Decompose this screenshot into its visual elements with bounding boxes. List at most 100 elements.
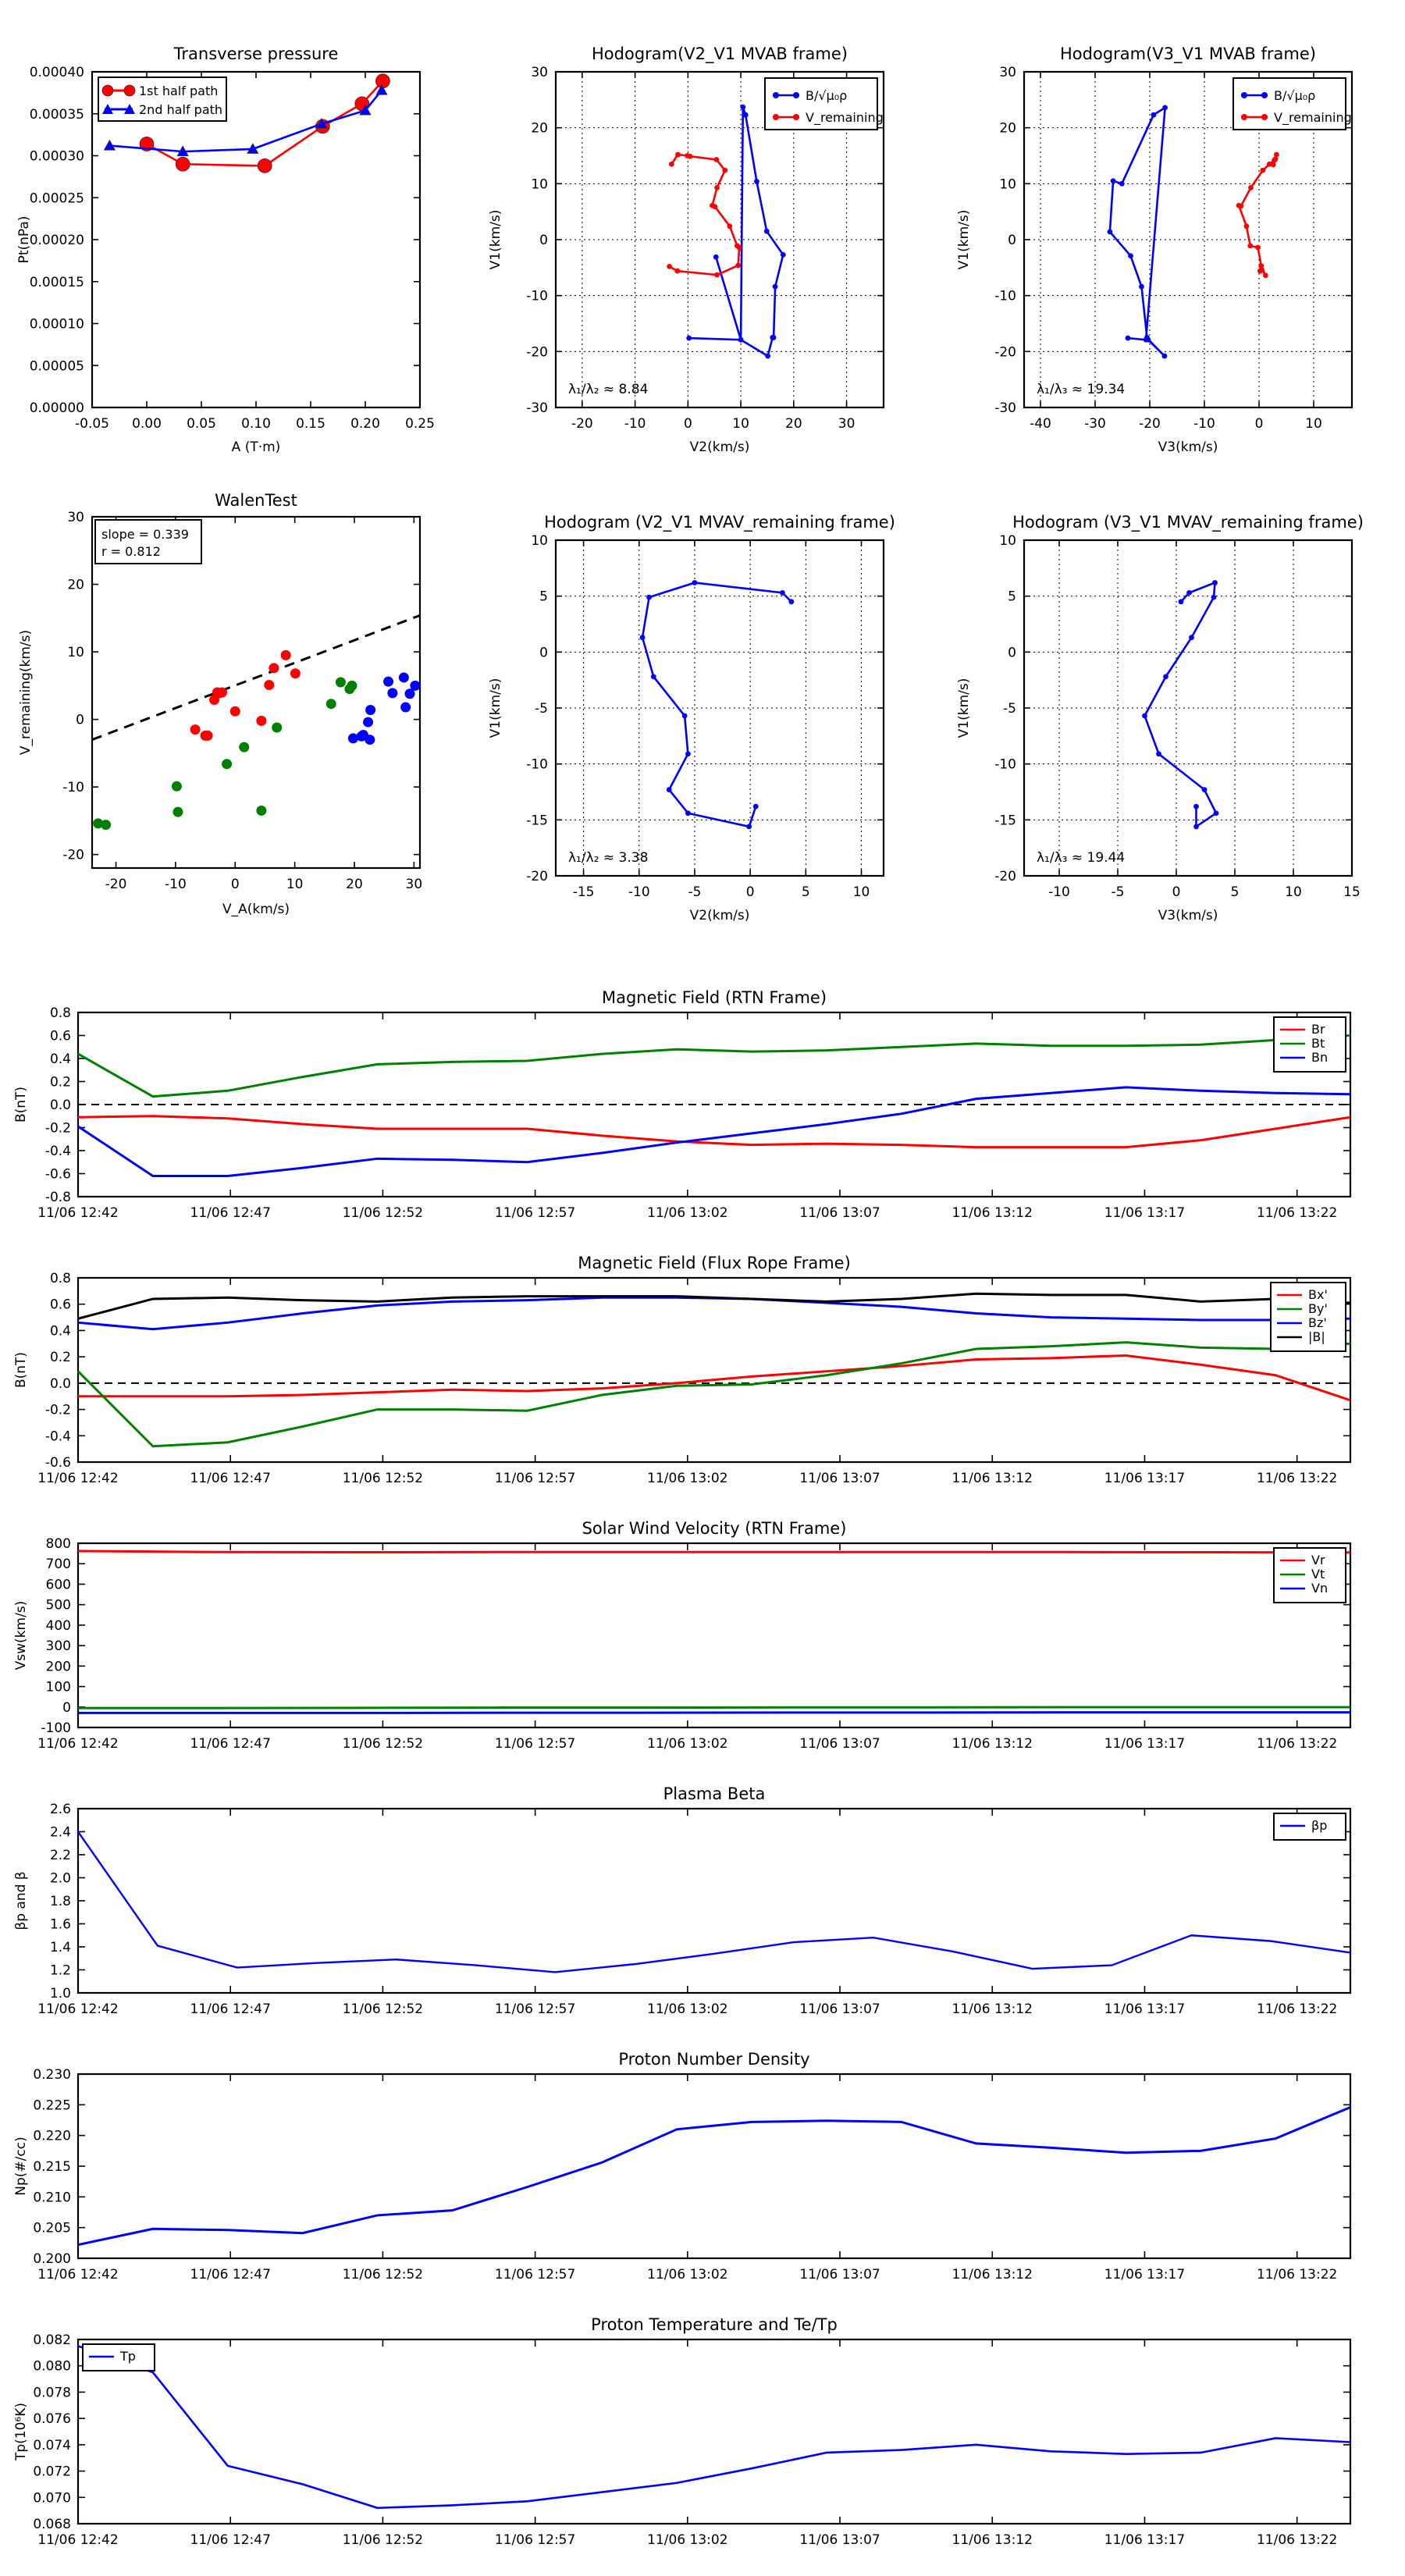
- y-tick-label: 20: [67, 578, 84, 593]
- y-axis-label: Np(#/cc): [13, 2137, 29, 2195]
- series-0-marker: [780, 589, 785, 596]
- eigenvalue-ratio-annotation: λ₁/λ₃ ≈ 19.44: [1037, 850, 1125, 866]
- panel-walen-test: WalenTest -20 -10 0 10 20 30 -20 -10 0 10 20 30 V_A(k…: [0, 468, 468, 952]
- series-0-marker: [1128, 253, 1133, 259]
- y-tick-label: 0: [539, 233, 548, 248]
- panel-title: Plasma Beta: [663, 1784, 766, 1803]
- legend-label-1: 1st half path: [139, 84, 218, 98]
- series-0-marker: [1189, 635, 1194, 641]
- x-tick-label: -5: [1112, 884, 1125, 900]
- y-tick-label: -0.4: [45, 1429, 71, 1444]
- x-tick-label: 10: [1305, 416, 1322, 432]
- x-axis-label: V2(km/s): [690, 908, 750, 923]
- time-tick-label: 11/06 13:17: [1104, 2267, 1185, 2282]
- scatter-point: [280, 649, 291, 660]
- y-tick-label: 2.2: [50, 1848, 71, 1863]
- x-tick-label: 15: [1343, 884, 1361, 900]
- time-tick-label: 11/06 13:17: [1104, 1471, 1185, 1486]
- time-tick-label: 11/06 13:07: [799, 1471, 880, 1486]
- series-1-marker: [1236, 202, 1242, 208]
- legend-marker-v: [1241, 114, 1247, 120]
- panel-title: Hodogram(V3_V1 MVAB frame): [1060, 44, 1316, 64]
- y-tick-label: -20: [526, 869, 548, 884]
- time-tick-label: 11/06 13:12: [952, 1736, 1033, 1752]
- y-tick-label: 0.00010: [30, 317, 84, 333]
- y-tick-label: 10: [67, 645, 84, 660]
- series-1-marker: [674, 268, 681, 274]
- y-axis-label: V1(km/s): [488, 210, 503, 270]
- scatter-point: [264, 679, 275, 690]
- series-1-marker: [714, 184, 720, 190]
- series-1-marker: [375, 84, 388, 95]
- x-axis-label: V3(km/s): [1158, 439, 1218, 455]
- y-tick-label: 0.00040: [30, 65, 84, 80]
- x-tick-label: -10: [624, 416, 646, 432]
- series-1-marker: [1248, 184, 1254, 190]
- y-tick-label: 30: [531, 65, 548, 80]
- y-tick-label: 2.0: [50, 1871, 71, 1887]
- scatter-point: [101, 820, 112, 831]
- y-tick-label: 0.0: [50, 1098, 71, 1113]
- time-tick-label: 11/06 12:42: [37, 2532, 118, 2548]
- scatter-point: [256, 805, 267, 816]
- plot-frame: [91, 515, 422, 870]
- legend-label-Br: Br: [1311, 1022, 1325, 1037]
- y-tick-label: 10: [531, 176, 548, 192]
- time-tick-label: 11/06 12:57: [495, 1471, 575, 1486]
- plot-frame: [76, 1542, 1352, 1729]
- y-tick-label: -30: [994, 400, 1016, 416]
- panel-title: Hodogram(V2_V1 MVAB frame): [592, 44, 848, 64]
- x-tick-label: 20: [346, 877, 363, 892]
- series-0-marker: [1163, 674, 1168, 680]
- legend-label-|B|: |B|: [1308, 1329, 1325, 1344]
- y-tick-label: 0.215: [33, 2159, 71, 2175]
- time-tick-label: 11/06 13:02: [647, 1205, 727, 1221]
- legend-box: [1232, 77, 1346, 130]
- series-0-marker: [692, 580, 698, 585]
- series-1: [109, 89, 383, 153]
- scatter-point: [363, 717, 374, 728]
- legend-label-Bx': Bx': [1308, 1287, 1328, 1302]
- legend-marker-b: [1241, 92, 1247, 98]
- series-Np: [77, 2106, 1351, 2247]
- stats-box: [94, 519, 202, 564]
- y-tick-label: 0.205: [33, 2221, 71, 2236]
- series-1-marker: [247, 143, 259, 154]
- legend-label-Bt: Bt: [1311, 1036, 1325, 1051]
- time-tick-label: 11/06 13:12: [952, 1471, 1033, 1486]
- series-0-marker: [772, 283, 778, 290]
- y-tick-label: 0.4: [50, 1323, 71, 1339]
- legend-marker-v: [1261, 114, 1268, 120]
- x-tick-label: 5: [1231, 884, 1240, 900]
- y-tick-label: 2.4: [50, 1825, 71, 1841]
- y-axis-label: V1(km/s): [488, 678, 503, 738]
- series-0-marker: [686, 335, 692, 341]
- y-tick-label: 0.070: [33, 2490, 71, 2506]
- time-tick-label: 11/06 12:57: [495, 2001, 575, 2017]
- y-tick-label: -10: [994, 757, 1016, 773]
- x-tick-label: -30: [1084, 416, 1106, 432]
- time-tick-label: 11/06 12:47: [190, 1205, 271, 1221]
- series-Bn: [77, 1086, 1351, 1177]
- legend-marker-v: [793, 114, 799, 120]
- time-tick-label: 11/06 12:42: [37, 1205, 118, 1221]
- series-Tp: [77, 2345, 1351, 2510]
- time-tick-label: 11/06 13:12: [952, 2267, 1033, 2282]
- time-tick-label: 11/06 13:17: [1104, 2532, 1185, 2548]
- series-0: [641, 582, 792, 828]
- time-tick-label: 11/06 13:22: [1257, 1736, 1337, 1752]
- y-tick-label: 0.00025: [30, 190, 84, 206]
- series-0: [1108, 105, 1167, 357]
- scatter-point: [383, 676, 394, 687]
- y-tick-label: 0.00035: [30, 107, 84, 123]
- time-tick-label: 11/06 13:07: [799, 2532, 880, 2548]
- series-0-marker: [752, 803, 759, 809]
- series-1: [669, 153, 741, 276]
- y-tick-label: 0.074: [33, 2438, 71, 2453]
- legend-label-b: B/√μ₀ρ: [806, 88, 847, 103]
- y-axis-label: Tp(10⁶K): [13, 2403, 29, 2461]
- panel-hodogram-v3v1-mvab: Hodogram(V3_V1 MVAB frame) -30 -20 -10 0 10 20…: [937, 0, 1405, 468]
- series-1-marker: [1266, 161, 1272, 167]
- scatter-point: [256, 715, 267, 726]
- scatter-point: [173, 806, 183, 817]
